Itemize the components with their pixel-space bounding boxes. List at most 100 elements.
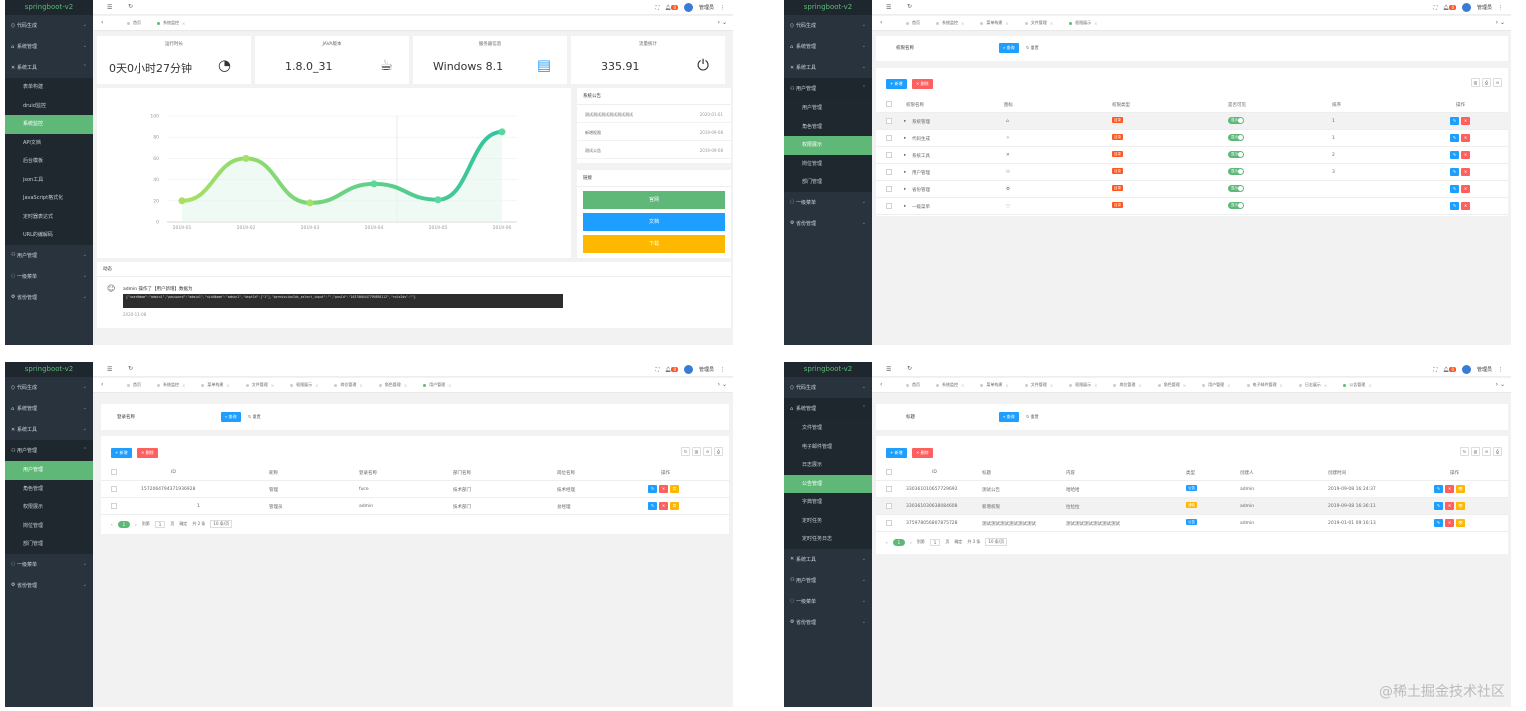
edit-button[interactable]: ✎ (1434, 519, 1443, 527)
close-icon[interactable]: × (1368, 382, 1372, 388)
tab-item[interactable]: 用户管理 × (415, 382, 459, 388)
edit-button[interactable]: ✎ (1450, 185, 1459, 193)
refresh-icon[interactable]: ↻ (128, 3, 134, 10)
menu-system[interactable]: ⌂ 系统管理 ⌃ (784, 398, 872, 419)
avatar[interactable] (1461, 365, 1471, 374)
menu-system[interactable]: ⌂ 系统管理 ⌄ (11, 405, 87, 412)
current-page[interactable]: 1 (892, 538, 906, 546)
tab-item[interactable]: 角色管理 × (1150, 382, 1194, 388)
menu-codegen[interactable]: ⟨⟩ 代码生成 ⌄ (11, 22, 87, 29)
close-icon[interactable]: × (1049, 382, 1054, 388)
delete-row-button[interactable]: ✕ (1445, 519, 1454, 527)
export-icon[interactable]: ⊖ (1482, 447, 1491, 456)
submenu-item[interactable]: 定时任务 (802, 517, 823, 524)
submenu-item[interactable]: 定时任务日志 (802, 536, 833, 542)
checkbox[interactable] (886, 520, 892, 526)
edit-button[interactable]: ✎ (1450, 151, 1459, 159)
username[interactable]: 管理员 (698, 5, 714, 11)
checkbox[interactable] (886, 503, 892, 509)
menu-system[interactable]: ⌂ 系统管理 ⌄ (790, 43, 866, 50)
edit-button[interactable]: ✎ (1450, 117, 1459, 125)
page-size-select[interactable]: 10 条/页 (210, 520, 233, 528)
reset-button[interactable]: ↻ 重置 (248, 414, 261, 419)
close-icon[interactable]: × (1049, 20, 1054, 26)
checkbox[interactable] (111, 469, 117, 475)
tab-item[interactable]: 电子邮件管理 × (1239, 382, 1291, 388)
tab-item[interactable]: 角色管理 × (371, 382, 415, 388)
close-icon[interactable]: × (1323, 382, 1328, 388)
checkbox[interactable] (886, 203, 892, 209)
reset-button[interactable]: ↻ 重置 (1026, 45, 1039, 50)
edit-button[interactable]: ✎ (1450, 202, 1459, 210)
tab-item[interactable]: 系统监控 × (928, 382, 972, 388)
chevron-left-icon[interactable]: ‹ (880, 19, 883, 26)
website-button[interactable]: 官网 (583, 191, 725, 209)
delete-row-button[interactable]: ✕ (1461, 117, 1470, 125)
table-row[interactable]: 1572064794371936928 管理 fuce 技术部门 技术经理 ✎ ✕ ⚿ (101, 481, 729, 498)
tab-item[interactable]: 权限展示 × (1061, 382, 1105, 388)
reset-button[interactable]: ↻ 重置 (1026, 414, 1039, 419)
menu-codegen[interactable]: ⟨⟩ 代码生成 ⌄ (11, 384, 87, 391)
tab-item[interactable]: 权限展示 × (1061, 20, 1105, 26)
visible-switch[interactable]: 显示 (1228, 117, 1244, 124)
bell-icon[interactable]: 🔔︎ 0 (665, 366, 678, 373)
close-icon[interactable]: × (1094, 382, 1098, 388)
menu-toggle-icon[interactable]: ☰ (107, 366, 113, 373)
view-button[interactable]: 👁︎ (1456, 485, 1465, 493)
close-icon[interactable]: × (182, 20, 186, 26)
delete-button[interactable]: ✕ 删除 (912, 79, 933, 89)
expand-icon[interactable]: ▸ (904, 204, 907, 209)
submenu-item[interactable]: 权限展示 (784, 136, 872, 155)
confirm-button[interactable]: 确定 (954, 539, 963, 544)
close-icon[interactable]: × (1138, 382, 1142, 388)
add-button[interactable]: + 新增 (886, 448, 907, 458)
more-icon[interactable]: ⋮ (720, 366, 725, 373)
download-button[interactable]: 下载 (583, 235, 725, 253)
close-icon[interactable]: × (1227, 382, 1231, 388)
chevron-left-icon[interactable]: ‹ (101, 19, 104, 26)
table-row[interactable]: 330361030638084608 新增权限 拉拉拉 通知 admin 2019-09-… (876, 498, 1508, 515)
submenu-item[interactable]: 定时器表达式 (23, 213, 54, 220)
visible-switch[interactable]: 显示 (1228, 185, 1244, 192)
chevron-left-icon[interactable]: ‹ (101, 381, 104, 388)
add-button[interactable]: + 新增 (111, 448, 132, 458)
tab-item[interactable]: 文件管理 × (1017, 20, 1061, 26)
submenu-item[interactable]: 权限展示 (23, 504, 44, 510)
edit-button[interactable]: ✎ (648, 502, 657, 510)
submenu-item[interactable]: 系统监控 (5, 115, 93, 134)
notice-row[interactable]: 测试公告 2019-09-08 (577, 141, 731, 159)
checkbox[interactable] (886, 486, 892, 492)
checkbox[interactable] (886, 101, 892, 107)
tab-item[interactable]: 首页 (119, 382, 149, 388)
tab-item[interactable]: 首页 (898, 20, 928, 26)
menu-level1[interactable]: ◌ 一级菜单 ⌄ (790, 198, 866, 206)
submenu-item[interactable]: 字典管理 (802, 499, 823, 505)
close-icon[interactable]: × (1279, 382, 1283, 388)
chevron-right-icon[interactable]: › ⌄ (1495, 19, 1505, 26)
menu-tools[interactable]: ✕ 系统工具 ⌄ (790, 64, 866, 71)
menu-system[interactable]: ⌂ 系统管理 ⌄ (11, 43, 87, 50)
next-page-icon[interactable]: › (910, 539, 912, 545)
bell-icon[interactable]: 🔔︎ 0 (665, 4, 678, 11)
username[interactable]: 管理员 (1476, 5, 1492, 11)
tab-item[interactable]: 文件管理 × (238, 382, 282, 388)
checkbox[interactable] (886, 118, 892, 124)
submenu-item[interactable]: 角色管理 (802, 123, 823, 130)
table-row[interactable]: ▸ 代码生成 ✧ 目录 显示 1 ✎ ✕ (876, 130, 1508, 147)
refresh-icon[interactable]: ↻ (128, 365, 134, 372)
submenu-item[interactable]: JavaScript格式化 (23, 195, 64, 201)
checkbox[interactable] (886, 152, 892, 158)
menu-codegen[interactable]: ⟨⟩ 代码生成 ⌄ (790, 384, 866, 391)
menu-province[interactable]: ⚙ 省份管理 ⌄ (11, 293, 87, 301)
expand-icon[interactable]: ▸ (904, 187, 907, 192)
avatar[interactable] (683, 365, 693, 374)
reset-password-button[interactable]: ⚿ (670, 502, 679, 510)
tab-item[interactable]: 菜单构建 × (193, 382, 237, 388)
page-size-select[interactable]: 10 条/页 (985, 538, 1008, 546)
more-icon[interactable]: ⋮ (720, 4, 725, 11)
menu-level1[interactable]: ◌ 一级菜单 ⌄ (790, 597, 866, 605)
tab-item[interactable]: 菜单构建 × (972, 20, 1016, 26)
close-icon[interactable]: × (315, 382, 319, 388)
visible-switch[interactable]: 显示 (1228, 202, 1244, 209)
close-icon[interactable]: × (1005, 20, 1009, 26)
